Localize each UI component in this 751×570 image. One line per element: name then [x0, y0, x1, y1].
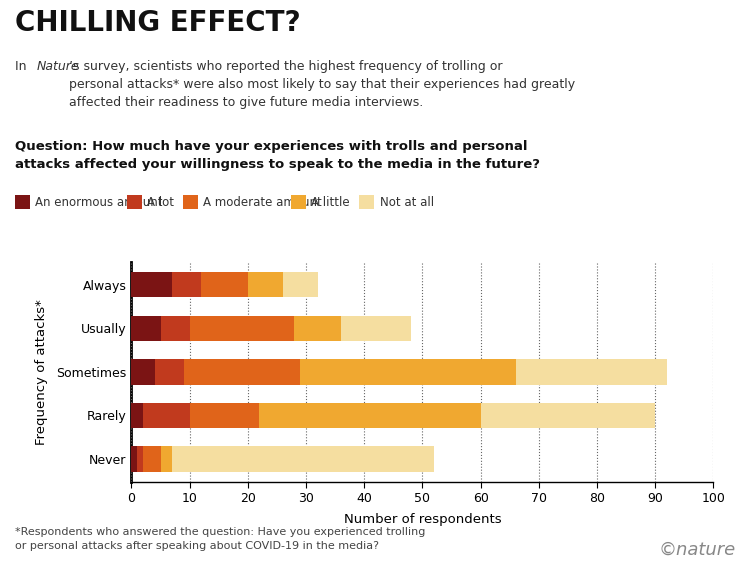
- Y-axis label: Frequency of attacks*: Frequency of attacks*: [35, 299, 48, 445]
- Bar: [161, 316, 189, 341]
- Bar: [184, 359, 300, 385]
- Bar: [515, 359, 667, 385]
- Text: Nature: Nature: [37, 60, 80, 73]
- Bar: [481, 403, 655, 428]
- Bar: [172, 272, 201, 298]
- Bar: [189, 316, 294, 341]
- Text: *Respondents who answered the question: Have you experienced trolling
or persona: *Respondents who answered the question: …: [15, 527, 425, 551]
- Text: An enormous amount: An enormous amount: [35, 196, 163, 209]
- Text: ’s survey, scientists who reported the highest frequency of trolling or
personal: ’s survey, scientists who reported the h…: [69, 60, 575, 109]
- Bar: [137, 446, 143, 472]
- Bar: [248, 272, 282, 298]
- Bar: [282, 272, 318, 298]
- Bar: [294, 316, 341, 341]
- Bar: [131, 359, 155, 385]
- Text: A moderate amount: A moderate amount: [203, 196, 322, 209]
- Text: Question: How much have your experiences with trolls and personal
attacks affect: Question: How much have your experiences…: [15, 140, 540, 170]
- Bar: [131, 316, 161, 341]
- X-axis label: Number of respondents: Number of respondents: [344, 514, 501, 527]
- Bar: [131, 403, 143, 428]
- Text: In: In: [15, 60, 31, 73]
- Bar: [201, 272, 248, 298]
- Bar: [131, 446, 137, 472]
- Bar: [341, 316, 411, 341]
- Bar: [300, 359, 516, 385]
- Bar: [143, 446, 161, 472]
- Bar: [161, 446, 172, 472]
- Text: Not at all: Not at all: [379, 196, 433, 209]
- Bar: [131, 272, 172, 298]
- Text: ©nature: ©nature: [659, 540, 736, 559]
- Bar: [143, 403, 189, 428]
- Text: CHILLING EFFECT?: CHILLING EFFECT?: [15, 9, 300, 36]
- Bar: [189, 403, 260, 428]
- Bar: [172, 446, 434, 472]
- Bar: [260, 403, 481, 428]
- Bar: [155, 359, 184, 385]
- Text: A little: A little: [311, 196, 349, 209]
- Text: A lot: A lot: [147, 196, 174, 209]
